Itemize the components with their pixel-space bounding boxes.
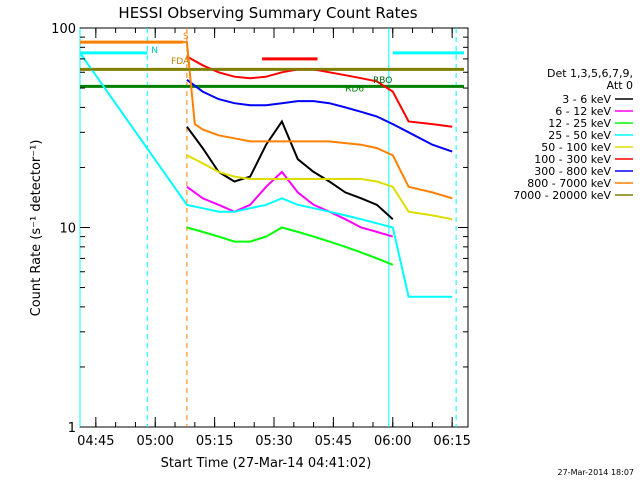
marker-label: S	[183, 32, 189, 42]
y-tick-label: 1	[68, 421, 76, 436]
legend-header: Att 0	[607, 79, 633, 92]
legend-entry: 12 - 25 keV	[548, 117, 611, 130]
x-tick-label: 06:00	[374, 434, 411, 449]
series-line-1	[186, 170, 394, 238]
series-line-2	[186, 226, 394, 266]
series-line-5	[186, 55, 453, 128]
x-axis-label: Start Time (27-Mar-14 04:41:02)	[161, 456, 372, 471]
y-tick-label: 100	[51, 22, 76, 37]
series-line-4	[186, 154, 453, 221]
x-tick-label: 05:30	[255, 434, 292, 449]
marker-labels: N S FDA RD6 RBO	[151, 32, 392, 95]
legend-entry: 100 - 300 keV	[534, 153, 611, 166]
series-line-6	[186, 78, 453, 153]
footer-timestamp: 27-Mar-2014 18:07	[558, 468, 635, 477]
x-tick-label: 05:00	[136, 434, 173, 449]
y-axis-ticks: 1 10 100	[51, 22, 468, 436]
legend-entry: 50 - 100 keV	[541, 141, 611, 154]
legend-entry: 800 - 7000 keV	[527, 177, 611, 190]
y-axis-label: Count Rate (s⁻¹ detector⁻¹)	[29, 140, 44, 317]
series-line-3	[79, 52, 453, 298]
flag-bars	[80, 40, 465, 88]
series-group	[79, 41, 453, 298]
x-axis-ticks: 04:45 05:00 05:15 05:30 05:45 06:00 06:15	[77, 28, 471, 449]
legend-entry: 3 - 6 keV	[562, 93, 611, 106]
legend-entry: 300 - 800 keV	[534, 165, 611, 178]
legend-entry: 7000 - 20000 keV	[513, 189, 611, 202]
marker-label: RD6	[345, 85, 364, 95]
plot-area: N S FDA RD6 RBO	[79, 27, 469, 428]
x-tick-label: 04:45	[77, 434, 114, 449]
marker-label: N	[151, 46, 158, 56]
plot-frame	[79, 27, 469, 428]
marker-label: FDA	[171, 57, 190, 67]
y-tick-label: 10	[59, 222, 76, 237]
x-tick-label: 05:15	[196, 434, 233, 449]
legend-entry: 6 - 12 keV	[555, 105, 611, 118]
x-tick-label: 06:15	[433, 434, 470, 449]
chart-title: HESSI Observing Summary Count Rates	[118, 4, 417, 22]
vertical-lines	[79, 28, 457, 427]
marker-label: RBO	[373, 76, 392, 86]
legend-entry: 25 - 50 keV	[548, 129, 611, 142]
x-tick-label: 05:45	[315, 434, 352, 449]
legend-header: Det 1,3,5,6,7,9,	[547, 67, 633, 80]
series-line-7	[80, 41, 453, 200]
